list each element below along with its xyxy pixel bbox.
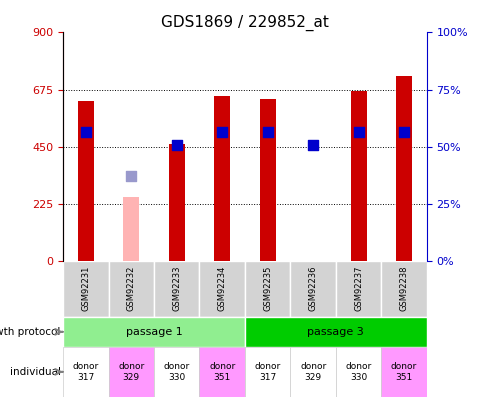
Text: donor
330: donor 330 bbox=[345, 362, 371, 382]
Point bbox=[399, 128, 407, 135]
Bar bbox=[168, 144, 184, 261]
FancyBboxPatch shape bbox=[63, 347, 108, 397]
Text: growth protocol: growth protocol bbox=[0, 327, 60, 337]
Text: GSM92235: GSM92235 bbox=[263, 266, 272, 311]
FancyBboxPatch shape bbox=[290, 347, 335, 397]
FancyBboxPatch shape bbox=[199, 261, 244, 317]
Text: donor
330: donor 330 bbox=[163, 362, 189, 382]
FancyBboxPatch shape bbox=[108, 347, 153, 397]
Point bbox=[218, 128, 226, 135]
Point bbox=[263, 128, 271, 135]
Text: GSM92234: GSM92234 bbox=[217, 266, 226, 311]
FancyBboxPatch shape bbox=[63, 317, 244, 347]
Text: GSM92238: GSM92238 bbox=[399, 266, 408, 311]
FancyBboxPatch shape bbox=[153, 347, 199, 397]
Point bbox=[172, 142, 180, 149]
Text: donor
351: donor 351 bbox=[209, 362, 235, 382]
Point bbox=[82, 128, 90, 135]
Bar bbox=[350, 91, 366, 261]
FancyBboxPatch shape bbox=[199, 347, 244, 397]
Point bbox=[354, 128, 362, 135]
Point bbox=[127, 173, 135, 179]
Text: individual: individual bbox=[10, 367, 60, 377]
FancyBboxPatch shape bbox=[380, 261, 426, 317]
Text: GSM92232: GSM92232 bbox=[126, 266, 136, 311]
FancyBboxPatch shape bbox=[380, 347, 426, 397]
Text: passage 1: passage 1 bbox=[125, 327, 182, 337]
FancyBboxPatch shape bbox=[335, 347, 380, 397]
Title: GDS1869 / 229852_at: GDS1869 / 229852_at bbox=[161, 15, 328, 31]
FancyBboxPatch shape bbox=[335, 261, 380, 317]
FancyBboxPatch shape bbox=[244, 317, 426, 347]
Text: donor
329: donor 329 bbox=[300, 362, 326, 382]
Bar bbox=[395, 76, 411, 261]
FancyBboxPatch shape bbox=[108, 261, 153, 317]
Text: passage 3: passage 3 bbox=[307, 327, 363, 337]
Text: GSM92236: GSM92236 bbox=[308, 266, 317, 311]
FancyBboxPatch shape bbox=[244, 261, 290, 317]
FancyBboxPatch shape bbox=[244, 347, 290, 397]
Bar bbox=[259, 99, 275, 261]
Bar bbox=[214, 96, 230, 261]
FancyBboxPatch shape bbox=[153, 261, 199, 317]
Text: donor
317: donor 317 bbox=[73, 362, 99, 382]
Text: GSM92231: GSM92231 bbox=[81, 266, 90, 311]
FancyBboxPatch shape bbox=[63, 261, 108, 317]
FancyBboxPatch shape bbox=[290, 261, 335, 317]
Text: donor
317: donor 317 bbox=[254, 362, 280, 382]
Text: GSM92237: GSM92237 bbox=[353, 266, 363, 311]
Text: donor
329: donor 329 bbox=[118, 362, 144, 382]
Text: donor
351: donor 351 bbox=[390, 362, 416, 382]
Point bbox=[309, 142, 317, 149]
Text: GSM92233: GSM92233 bbox=[172, 266, 181, 311]
Bar bbox=[77, 101, 93, 261]
Bar bbox=[123, 197, 139, 261]
